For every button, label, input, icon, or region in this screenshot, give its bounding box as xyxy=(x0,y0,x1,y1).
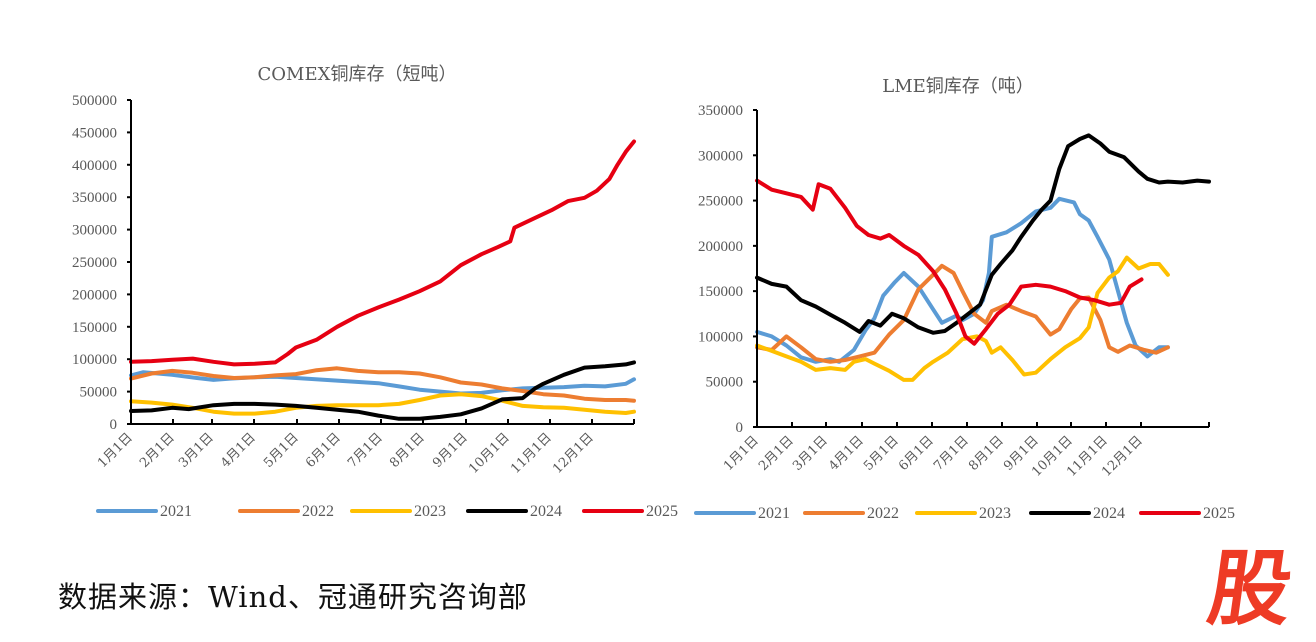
series-line-2025 xyxy=(755,178,1144,346)
legend-label-2025: 2025 xyxy=(646,503,678,520)
x-tick-label: 1月1日 xyxy=(95,430,136,471)
series-line-2022 xyxy=(129,366,636,403)
x-tick-label: 11月1日 xyxy=(508,430,555,477)
y-tick-label: 0 xyxy=(736,420,744,436)
y-tick-label: 150000 xyxy=(698,284,743,300)
series-line-2022 xyxy=(755,263,1170,364)
y-tick-label: 400000 xyxy=(72,158,117,174)
x-tick-label: 7月1日 xyxy=(345,430,386,471)
x-tick-label: 12月1日 xyxy=(550,430,597,477)
x-tick-label: 2月1日 xyxy=(756,433,797,474)
x-tick-label: 9月1日 xyxy=(430,430,471,471)
series-line-2023 xyxy=(755,255,1170,382)
x-tick-label: 3月1日 xyxy=(790,433,831,474)
y-tick-label: 150000 xyxy=(72,320,117,336)
y-tick-label: 200000 xyxy=(698,239,743,255)
legend-label-2025: 2025 xyxy=(1203,505,1235,522)
x-tick-label: 6月1日 xyxy=(896,433,937,474)
y-tick-label: 500000 xyxy=(72,93,117,109)
y-tick-label: 200000 xyxy=(72,287,117,303)
lme-y-axis-ticks: 0 50000 100000 150000 200000 250000 300000 3500… xyxy=(698,103,757,436)
lme-chart: LME铜库存（吨） 0 50000 100000 150000 200000 250000… xyxy=(694,76,1235,522)
y-tick-label: 100000 xyxy=(72,352,117,368)
comex-legend: 2021 2022 2023 2024 2025 xyxy=(96,503,678,520)
x-tick-label: 4月1日 xyxy=(218,430,259,471)
x-tick-label: 6月1日 xyxy=(303,430,344,471)
lme-legend: 2021 2022 2023 2024 2025 xyxy=(694,505,1235,522)
series-line-2023 xyxy=(129,392,636,416)
y-tick-label: 100000 xyxy=(698,329,743,345)
legend-label-2024: 2024 xyxy=(1093,505,1125,522)
series-line-2021 xyxy=(129,370,636,396)
x-tick-label: 8月1日 xyxy=(387,430,428,471)
y-tick-label: 300000 xyxy=(72,223,117,239)
legend-label-2022: 2022 xyxy=(867,505,899,522)
y-tick-label: 50000 xyxy=(80,385,118,401)
legend-label-2021: 2021 xyxy=(160,503,192,520)
data-source-note: 数据来源：Wind、冠通研究咨询部 xyxy=(58,580,528,614)
legend-label-2024: 2024 xyxy=(530,503,562,520)
x-tick-label: 4月1日 xyxy=(826,433,867,474)
lme-x-axis-ticks: 1月1日2月1日3月1日4月1日5月1日6月1日7月1日8月1日9月1日10月1… xyxy=(721,422,1210,480)
y-tick-label: 50000 xyxy=(706,375,744,391)
series-line-2024 xyxy=(129,360,636,421)
y-tick-label: 0 xyxy=(110,417,118,433)
x-tick-label: 8月1日 xyxy=(966,433,1007,474)
x-tick-label: 2月1日 xyxy=(137,430,178,471)
x-tick-label: 5月1日 xyxy=(861,433,902,474)
lme-series-group xyxy=(755,133,1211,382)
legend-label-2023: 2023 xyxy=(979,505,1011,522)
legend-label-2022: 2022 xyxy=(302,503,334,520)
y-tick-label: 250000 xyxy=(698,194,743,210)
x-tick-label: 10月1日 xyxy=(466,430,513,477)
series-line-2024 xyxy=(755,133,1211,335)
comex-chart: COMEX铜库存（短吨） 0 50000 100000 150000 200000 250… xyxy=(72,64,678,520)
comex-y-axis-ticks: 0 50000 100000 150000 200000 250000 300000 3500… xyxy=(72,93,131,433)
legend-label-2021: 2021 xyxy=(758,505,790,522)
y-tick-label: 250000 xyxy=(72,255,117,271)
y-tick-label: 300000 xyxy=(698,148,743,164)
comex-series-group xyxy=(129,139,636,421)
x-tick-label: 1月1日 xyxy=(721,433,762,474)
series-line-2025 xyxy=(129,139,636,367)
logo-stamp: 股 xyxy=(1194,542,1306,637)
y-tick-label: 350000 xyxy=(72,190,117,206)
x-tick-label: 7月1日 xyxy=(931,433,972,474)
x-tick-label: 5月1日 xyxy=(261,430,302,471)
y-tick-label: 450000 xyxy=(72,125,117,141)
comex-chart-title: COMEX铜库存（短吨） xyxy=(258,64,457,85)
y-tick-label: 350000 xyxy=(698,103,743,119)
legend-label-2023: 2023 xyxy=(414,503,446,520)
logo-text: 股 xyxy=(1202,542,1298,637)
x-tick-label: 3月1日 xyxy=(176,430,217,471)
lme-chart-title: LME铜库存（吨） xyxy=(882,76,1034,97)
